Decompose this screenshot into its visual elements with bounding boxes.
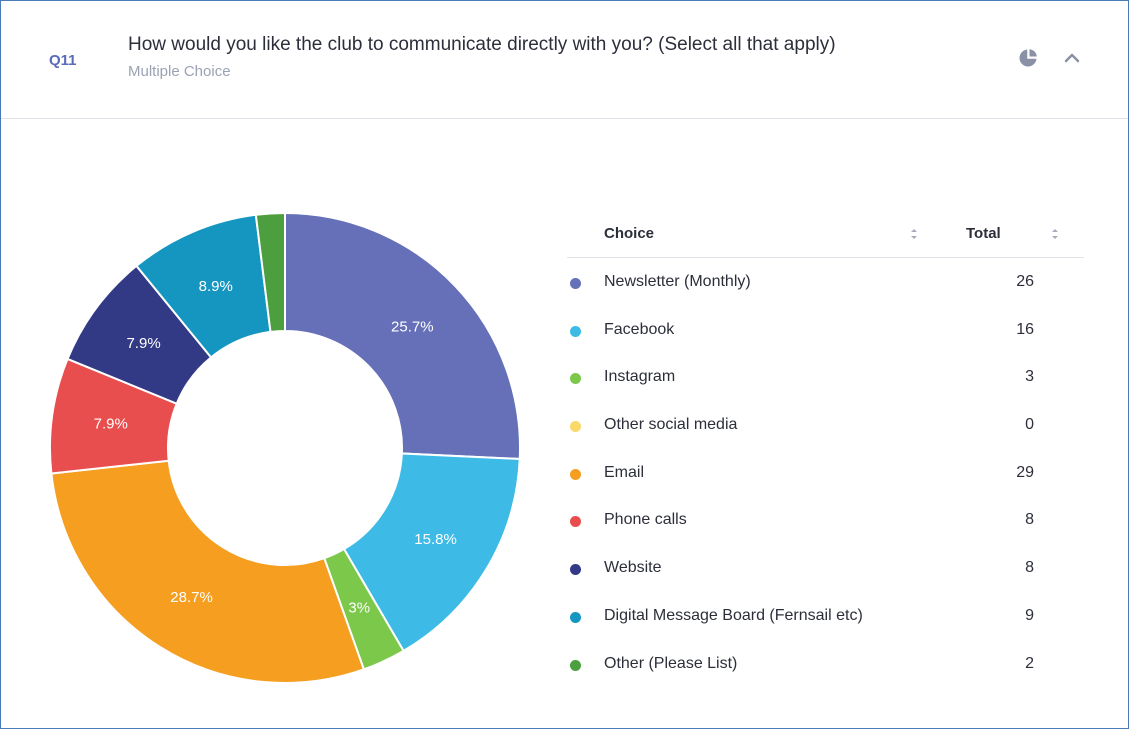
sort-icon[interactable] (910, 227, 918, 241)
slice-label: 3% (348, 600, 370, 617)
table-row: Phone calls 8 (567, 496, 1084, 544)
legend-dot (570, 564, 581, 576)
choice-label: Other social media (604, 416, 738, 434)
table-row: Website 8 (567, 544, 1084, 592)
table-row: Digital Message Board (Fernsail etc) 9 (567, 592, 1084, 640)
question-type: Multiple Choice (128, 63, 231, 80)
slice-label: 25.7% (391, 318, 434, 335)
table-row: Email 29 (567, 449, 1084, 497)
table-row: Other (Please List) 2 (567, 640, 1084, 688)
choice-label: Phone calls (604, 511, 687, 529)
table-row: Instagram 3 (567, 353, 1084, 401)
sort-icon[interactable] (1051, 227, 1059, 241)
question-number: Q11 (49, 52, 77, 69)
choice-label: Instagram (604, 368, 676, 386)
column-header-choice[interactable]: Choice (604, 225, 655, 242)
slice-label: 8.9% (199, 278, 233, 295)
table-body: Newsletter (Monthly) 26 Facebook 16 Instagra… (567, 258, 1084, 687)
table-row: Facebook 16 (567, 306, 1084, 354)
choice-total: 3 (1025, 368, 1034, 386)
choice-total: 2 (1025, 654, 1034, 672)
slice-label: 7.9% (126, 335, 160, 352)
choice-label: Facebook (604, 320, 675, 338)
table-row: Newsletter (Monthly) 26 (567, 258, 1084, 306)
slice-label: 15.8% (414, 531, 457, 548)
pie-slice[interactable] (342, 452, 521, 653)
choice-total: 16 (1016, 320, 1034, 338)
choice-table: Choice Total Newsletter (Monthly) 26 Faceb… (567, 213, 1084, 687)
legend-dot (570, 611, 581, 623)
legend-dot (570, 468, 581, 480)
legend-dot (570, 516, 581, 528)
slice-label: 28.7% (170, 589, 213, 606)
choice-label: Email (604, 463, 645, 481)
chevron-up-icon[interactable] (1063, 51, 1081, 65)
pie-slice[interactable] (254, 211, 286, 334)
legend-dot (570, 421, 581, 433)
slice-label: 7.9% (94, 415, 128, 432)
pie-slice[interactable] (50, 459, 366, 684)
legend-dot (570, 278, 581, 289)
choice-label: Newsletter (Monthly) (604, 273, 751, 290)
pie-slice[interactable] (284, 211, 521, 461)
choice-label: Website (604, 559, 662, 577)
donut-chart: 25.7% 15.8% 3% 28.7% 7.9% 7.9% 8.9% (49, 211, 521, 684)
choice-label: Digital Message Board (Fernsail etc) (604, 606, 863, 624)
legend-dot (570, 325, 581, 337)
pie-chart-icon[interactable] (1018, 48, 1038, 68)
choice-total: 29 (1016, 463, 1034, 481)
question-title: How would you like the club to communica… (128, 34, 836, 55)
choice-total: 8 (1025, 559, 1034, 577)
choice-total: 26 (1016, 273, 1034, 290)
question-header: Q11 How would you like the club to commu… (1, 1, 1128, 119)
legend-dot (570, 659, 581, 671)
choice-total: 8 (1025, 511, 1034, 529)
choice-total: 0 (1025, 416, 1034, 434)
column-header-total[interactable]: Total (966, 225, 1001, 242)
legend-dot (570, 373, 581, 385)
choice-label: Other (Please List) (604, 654, 738, 672)
table-row: Other social media 0 (567, 401, 1084, 449)
table-header: Choice Total (567, 213, 1084, 258)
choice-total: 9 (1025, 606, 1034, 624)
